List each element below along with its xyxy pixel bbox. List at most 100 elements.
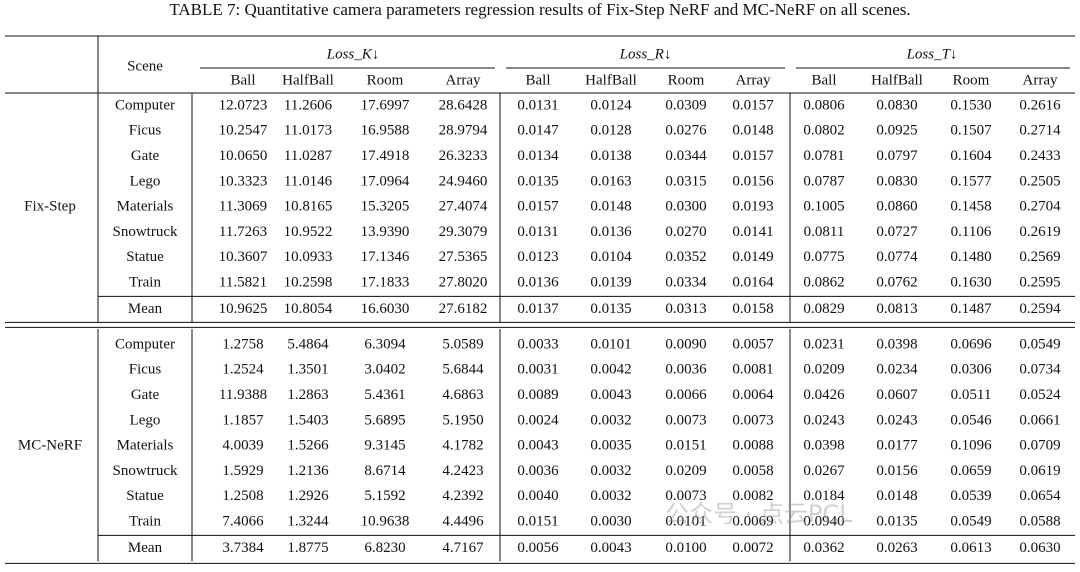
value-cell: 26.3233 xyxy=(439,148,488,164)
value-cell: 0.0862 xyxy=(803,275,844,291)
mean-cell: 0.2594 xyxy=(1019,301,1061,317)
value-cell: 1.2524 xyxy=(222,362,264,378)
value-cell: 12.0723 xyxy=(219,97,268,113)
value-cell: 0.2704 xyxy=(1019,199,1061,215)
value-cell: 0.0806 xyxy=(803,97,845,113)
value-cell: 0.0032 xyxy=(590,488,631,504)
value-cell: 10.3607 xyxy=(219,249,268,265)
value-cell: 11.9388 xyxy=(219,387,267,403)
value-cell: 0.0654 xyxy=(1019,488,1061,504)
value-cell: 28.9794 xyxy=(439,123,488,139)
value-cell: 10.2547 xyxy=(219,123,268,139)
mean-cell: 4.7167 xyxy=(442,540,484,556)
value-cell: 0.0243 xyxy=(876,412,917,428)
scene-label: Ficus xyxy=(129,362,162,378)
value-cell: 0.0811 xyxy=(804,224,845,240)
value-cell: 17.1346 xyxy=(361,249,410,265)
value-cell: 0.0398 xyxy=(876,336,917,352)
scene-label: Mean xyxy=(128,301,163,317)
value-cell: 0.0524 xyxy=(1019,387,1061,403)
value-cell: 10.0650 xyxy=(219,148,268,164)
value-cell: 1.2136 xyxy=(287,463,329,479)
mean-cell: 0.1487 xyxy=(950,301,992,317)
value-cell: 0.0141 xyxy=(732,224,773,240)
value-cell: 1.3244 xyxy=(287,514,329,530)
value-cell: 0.0032 xyxy=(590,463,631,479)
column-header: Ball xyxy=(231,72,256,88)
value-cell: 27.4074 xyxy=(439,199,488,215)
column-header: Room xyxy=(367,72,404,88)
value-cell: 0.0352 xyxy=(665,249,706,265)
value-cell: 6.3094 xyxy=(364,336,406,352)
value-cell: 0.0135 xyxy=(876,514,917,530)
value-cell: 0.0148 xyxy=(876,488,917,504)
mean-cell: 0.0613 xyxy=(950,540,991,556)
value-cell: 0.0043 xyxy=(590,387,631,403)
column-header: HalfBall xyxy=(871,72,923,88)
value-cell: 24.9460 xyxy=(439,173,488,189)
scene-label: Materials xyxy=(117,199,174,215)
value-cell: 0.0101 xyxy=(665,514,706,530)
mean-cell: 16.6030 xyxy=(361,301,410,317)
value-cell: 4.2423 xyxy=(442,463,483,479)
value-cell: 0.0043 xyxy=(517,438,558,454)
value-cell: 7.4066 xyxy=(222,514,264,530)
mean-cell: 0.0263 xyxy=(876,540,917,556)
value-cell: 0.0659 xyxy=(950,463,991,479)
value-cell: 0.0151 xyxy=(665,438,706,454)
mean-cell: 0.0158 xyxy=(732,301,773,317)
value-cell: 0.2595 xyxy=(1019,275,1060,291)
column-header: HalfBall xyxy=(585,72,637,88)
mean-cell: 0.0630 xyxy=(1019,540,1060,556)
value-cell: 28.6428 xyxy=(439,97,488,113)
value-cell: 0.0042 xyxy=(590,362,631,378)
value-cell: 11.0173 xyxy=(284,123,332,139)
value-cell: 0.0315 xyxy=(665,173,706,189)
value-cell: 0.0709 xyxy=(1019,438,1060,454)
column-header: Ball xyxy=(526,72,551,88)
value-cell: 4.2392 xyxy=(442,488,483,504)
value-cell: 0.0030 xyxy=(590,514,631,530)
value-cell: 0.0148 xyxy=(732,123,773,139)
value-cell: 0.0139 xyxy=(590,275,631,291)
column-header: Ball xyxy=(812,72,837,88)
value-cell: 0.0231 xyxy=(803,336,844,352)
value-cell: 10.9638 xyxy=(361,514,410,530)
value-cell: 17.0964 xyxy=(361,173,410,189)
value-cell: 0.0156 xyxy=(732,173,774,189)
value-cell: 5.4864 xyxy=(287,336,329,352)
value-cell: 11.2606 xyxy=(284,97,333,113)
value-cell: 0.0057 xyxy=(732,336,774,352)
value-cell: 0.0123 xyxy=(517,249,558,265)
group-header: Loss_R↓ xyxy=(619,46,672,62)
mean-cell: 1.8775 xyxy=(287,540,328,556)
value-cell: 11.7263 xyxy=(219,224,267,240)
value-cell: 0.0089 xyxy=(517,387,558,403)
value-cell: 17.4918 xyxy=(361,148,410,164)
value-cell: 0.0775 xyxy=(803,249,844,265)
scene-label: Materials xyxy=(117,438,174,454)
value-cell: 0.0136 xyxy=(517,275,559,291)
value-cell: 4.1782 xyxy=(442,438,483,454)
value-cell: 0.1577 xyxy=(950,173,992,189)
value-cell: 29.3079 xyxy=(439,224,488,240)
value-cell: 11.5821 xyxy=(219,275,267,291)
value-cell: 0.2569 xyxy=(1019,249,1060,265)
mean-cell: 0.0362 xyxy=(803,540,844,556)
value-cell: 0.2433 xyxy=(1019,148,1060,164)
scene-label: Train xyxy=(129,275,161,291)
value-cell: 17.1833 xyxy=(361,275,410,291)
value-cell: 0.0184 xyxy=(803,488,845,504)
value-cell: 0.0135 xyxy=(517,173,558,189)
mean-cell: 0.0072 xyxy=(732,540,773,556)
column-header: HalfBall xyxy=(282,72,334,88)
value-cell: 0.0334 xyxy=(665,275,707,291)
value-cell: 11.0287 xyxy=(284,148,333,164)
value-cell: 0.0398 xyxy=(803,438,844,454)
scene-label: Gate xyxy=(131,387,160,403)
value-cell: 0.2714 xyxy=(1019,123,1061,139)
value-cell: 5.6895 xyxy=(364,412,405,428)
value-cell: 0.0549 xyxy=(950,514,991,530)
value-cell: 0.0306 xyxy=(950,362,992,378)
